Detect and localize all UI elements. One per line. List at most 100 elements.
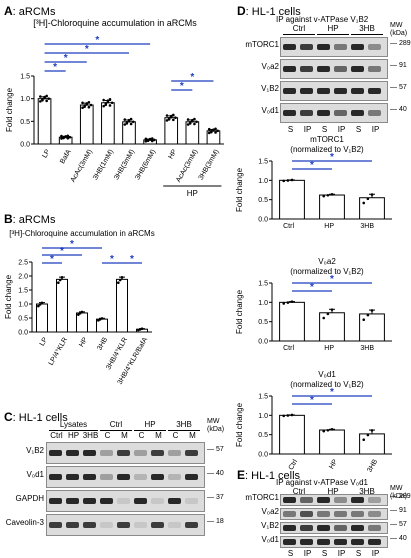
panel-e-letter: E xyxy=(237,468,246,482)
bar xyxy=(79,104,94,145)
blot-band xyxy=(300,511,313,517)
blot-band xyxy=(49,498,62,504)
mw-marker: — 57 xyxy=(390,521,407,528)
lane-group-underline xyxy=(168,430,200,431)
blot-band xyxy=(300,88,313,94)
data-point xyxy=(110,101,114,105)
data-point xyxy=(37,304,40,308)
blot-band xyxy=(185,522,198,528)
data-point xyxy=(207,127,211,131)
blot-strip xyxy=(280,103,388,123)
panel-a-chart: [³H]-Chloroquine accumulation in aRCMs 0.… xyxy=(5,18,224,198)
category-label: 3HB(6mM) xyxy=(134,149,157,182)
data-point xyxy=(150,137,154,140)
blot-band xyxy=(317,525,330,531)
category-label: HP xyxy=(324,223,334,230)
data-point xyxy=(45,99,48,103)
panel-b-letter: B xyxy=(4,212,13,226)
lane-label: HP xyxy=(67,431,80,440)
data-point xyxy=(148,138,152,141)
data-point xyxy=(83,105,86,108)
data-point xyxy=(172,118,175,122)
blot-band xyxy=(368,525,381,531)
lane-group-label: HP xyxy=(327,487,339,496)
significance-star: * xyxy=(190,72,194,83)
data-point xyxy=(78,311,82,315)
blot-band xyxy=(151,450,164,456)
panel-d-chart-v0d1: V₀d1(normalized to V₁B2) 0.0 0.5 1.0 1.5 Fold… xyxy=(235,370,392,474)
chart-title-line: V₀a2 xyxy=(318,257,336,266)
data-point xyxy=(144,137,148,141)
blot-band xyxy=(317,511,330,517)
data-point xyxy=(47,97,51,100)
blot-strip xyxy=(280,37,388,57)
significance-star: * xyxy=(310,160,314,171)
blot-band xyxy=(168,522,181,528)
data-point xyxy=(89,103,93,107)
blot-band xyxy=(334,497,347,503)
blot-band xyxy=(283,66,296,72)
blot-band xyxy=(134,498,147,504)
blot-row-label: V₁B2 xyxy=(261,521,279,530)
blot-row-label: mTORC1 xyxy=(245,493,279,502)
blot-band xyxy=(168,450,181,456)
panel-a-letter: A xyxy=(4,4,13,18)
blot-band xyxy=(368,511,381,517)
lane-label: S xyxy=(287,125,294,134)
data-point xyxy=(64,135,67,139)
significance-star: * xyxy=(310,282,314,293)
lane-label: Ctrl xyxy=(50,431,63,440)
y-tick-label: 1.5 xyxy=(18,288,28,295)
lane-label: IP xyxy=(303,125,312,134)
blot-strip xyxy=(280,522,388,534)
data-point xyxy=(191,119,194,123)
data-point xyxy=(286,414,290,417)
data-point xyxy=(81,101,84,105)
y-tick-label: 0.5 xyxy=(258,319,268,326)
data-point xyxy=(45,94,48,98)
lane-label: M xyxy=(189,431,196,440)
blot-band xyxy=(66,522,79,528)
blot-band xyxy=(351,88,364,94)
y-axis-label: Fold change xyxy=(235,289,244,334)
bar xyxy=(101,102,115,145)
blot-row-label: GAPDH xyxy=(15,494,44,503)
lane-label: IP xyxy=(371,125,380,134)
lane-group-label: Ctrl xyxy=(292,487,306,496)
blot-strip xyxy=(46,466,205,488)
data-point xyxy=(140,327,144,330)
mw-header: MW (kDa) xyxy=(207,418,225,433)
category-label: 3HB xyxy=(366,458,379,474)
data-point xyxy=(123,123,127,126)
significance-star: * xyxy=(64,53,68,64)
blot-band xyxy=(351,511,364,517)
ip-header: IP against v-ATPase V₁B2 xyxy=(276,15,369,24)
data-point xyxy=(87,100,91,104)
data-point xyxy=(366,313,370,317)
chart-title-line: (normalized to V₁B2) xyxy=(290,267,364,276)
blot-band xyxy=(185,474,198,480)
blot-row-label: V₁B2 xyxy=(261,84,279,93)
blot-band xyxy=(283,525,296,531)
blot-band xyxy=(134,522,147,528)
data-point xyxy=(43,96,46,100)
lane-label: IP xyxy=(337,125,346,134)
data-point xyxy=(118,278,122,282)
data-point xyxy=(80,310,84,314)
blot-band xyxy=(334,110,347,116)
blot-band xyxy=(317,88,330,94)
data-point xyxy=(193,117,196,121)
mw-marker: — 289 xyxy=(390,493,411,500)
group-label: HP xyxy=(187,189,198,198)
data-point xyxy=(153,138,156,142)
blot-band xyxy=(334,511,347,517)
lane-group-underline xyxy=(49,430,98,431)
data-point xyxy=(370,429,374,432)
panel-b-title: : aRCMs xyxy=(12,214,56,226)
blot-band xyxy=(317,110,330,116)
significance-star: * xyxy=(310,395,314,406)
y-tick-label: 1.5 xyxy=(20,74,30,81)
data-point xyxy=(129,117,133,121)
y-tick-label: 1.0 xyxy=(258,178,268,185)
data-point xyxy=(282,302,286,305)
